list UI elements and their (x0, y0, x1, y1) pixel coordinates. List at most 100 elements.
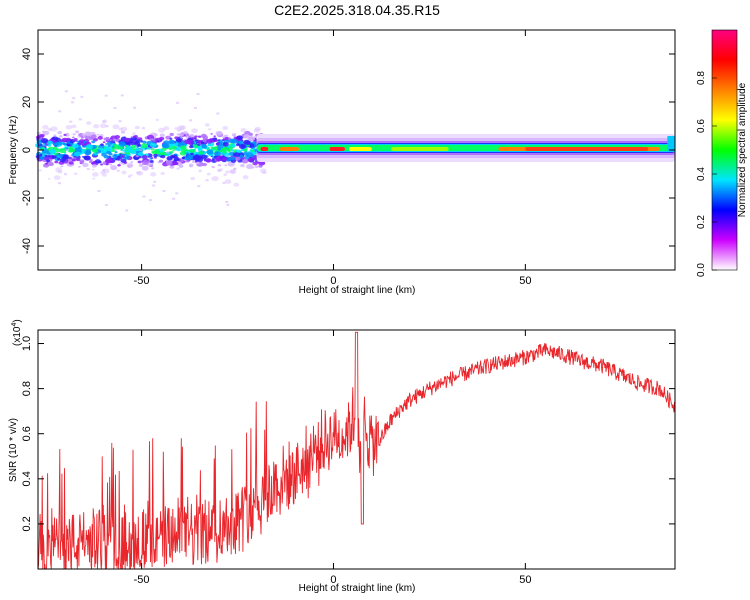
spectrogram-cell (65, 132, 69, 135)
spectrogram-cell (195, 141, 199, 144)
spectrogram-cell (58, 110, 62, 113)
colorbar-frame (711, 29, 738, 271)
spectrogram-cell (206, 149, 214, 155)
spectrogram-cell (58, 148, 67, 154)
spectrogram-cell (216, 158, 221, 162)
spectrogram-cell (86, 121, 92, 125)
spectrogram-cell (113, 107, 117, 110)
spectrogram-cell (114, 148, 118, 151)
spectrogram-cell (44, 154, 48, 157)
spectrogram-cell (130, 144, 137, 149)
spectrogram-cell (150, 157, 154, 159)
spectrogram-cell (36, 132, 41, 135)
spectrogram-cell (169, 137, 173, 140)
spectrogram-cell (120, 94, 124, 97)
spectrogram-cell (122, 151, 126, 154)
spectrogram-cell (196, 161, 200, 165)
spectrogram-cell (81, 133, 86, 136)
spectrogram-cell (151, 167, 155, 170)
spectrogram-cell (99, 123, 107, 129)
spectrogram-cell (217, 139, 221, 142)
spectrogram-cell (52, 142, 58, 146)
spectrogram-cell (235, 143, 240, 147)
spectrogram-cell (125, 209, 129, 212)
colorbar-tick-label: 0.2 (696, 215, 707, 229)
spectrogram-cell (250, 149, 255, 153)
spectrogram-cell (40, 134, 45, 138)
spectrogram-cell (153, 180, 157, 183)
spectrogram-cell (217, 142, 220, 145)
spectrogram-cell (188, 163, 194, 167)
spectrogram-cell (226, 203, 230, 206)
spectrogram-cell (62, 154, 70, 159)
spectrogram-cell (176, 101, 180, 104)
spectrogram-cell (163, 126, 170, 131)
spectrogram-cell (68, 147, 76, 153)
spectrogram-cell (48, 162, 54, 167)
spectrogram-cell (191, 135, 195, 138)
spectrogram-cell (242, 175, 249, 180)
spectrogram-cell (102, 173, 107, 177)
spectrogram-cell (85, 131, 92, 136)
spectrogram-cell (60, 138, 66, 143)
spectrogram-cell (175, 192, 179, 195)
spectrogram-cell (83, 155, 88, 159)
spectrogram-cell (65, 125, 72, 130)
spectrogram-cell (198, 150, 204, 155)
spectrogram-cell (93, 124, 100, 129)
spectrogram-cell (158, 159, 164, 163)
spectrogram-cell (57, 157, 61, 161)
spectrogram-cell (105, 143, 108, 145)
spectrogram-cell (118, 120, 122, 123)
spectrogram-cell (231, 133, 237, 137)
spectrogram-cell (106, 150, 112, 155)
spectrogram-cell (57, 182, 61, 185)
spectrogram-cell (63, 133, 67, 136)
snr-y-scale: (x104) (11, 319, 23, 346)
spectrogram-cell (53, 134, 57, 137)
spectrogram-cell (118, 127, 123, 131)
spectrogram-cell (205, 158, 212, 163)
spectrogram-cell (103, 154, 109, 159)
spectrogram-cell (150, 172, 157, 177)
spectrogram-cell (116, 169, 120, 172)
spectrogram-cell (247, 158, 254, 163)
spectrogram-cell (52, 137, 56, 140)
x-tick-label: 0 (330, 275, 336, 287)
spectrogram-cell (197, 143, 201, 147)
spectrogram-cell (247, 143, 255, 148)
spectrogram-cell (73, 138, 78, 141)
spectrogram-cell (190, 176, 196, 181)
spectrogram-cell (136, 171, 141, 175)
spectrogram-cell (247, 144, 251, 147)
y-tick-label: 1.0 (21, 336, 33, 351)
spectrogram-cell (224, 164, 228, 167)
spectrogram-cell (71, 124, 77, 129)
spectrogram-cell (47, 154, 51, 158)
spectrogram-cell (207, 144, 210, 147)
spectrogram-cell (222, 135, 226, 139)
spectrogram-cell (79, 159, 85, 163)
spectrogram-peak (348, 147, 372, 151)
spectrogram-cell (49, 149, 56, 154)
spectrogram-cell (189, 148, 196, 153)
spectrogram-cell (78, 165, 81, 168)
y-tick-label: 0.4 (21, 471, 33, 486)
spectrogram-cell (92, 172, 99, 177)
spectrogram-cell (193, 155, 201, 161)
x-tick-label: 50 (519, 275, 531, 287)
x-tick-label: 0 (330, 574, 336, 586)
spectrogram-cell (224, 179, 232, 184)
spectrogram-cell (206, 172, 211, 176)
spectrogram-cell (149, 138, 153, 141)
spectrogram-cell (38, 145, 43, 149)
y-tick-label: -20 (21, 190, 33, 206)
spectrogram-cell (233, 152, 241, 158)
snr-panel: -50 0 50 0.2 0.4 0.6 0.8 1.0 Height of straigh… (8, 319, 676, 594)
spectrogram-cell (210, 146, 215, 150)
spectrogram-cell (186, 149, 189, 152)
spectrogram-cell (118, 141, 126, 147)
spectrogram-cell (160, 171, 165, 176)
spectrogram-cell (130, 135, 134, 138)
spectrogram-cell (168, 147, 173, 151)
